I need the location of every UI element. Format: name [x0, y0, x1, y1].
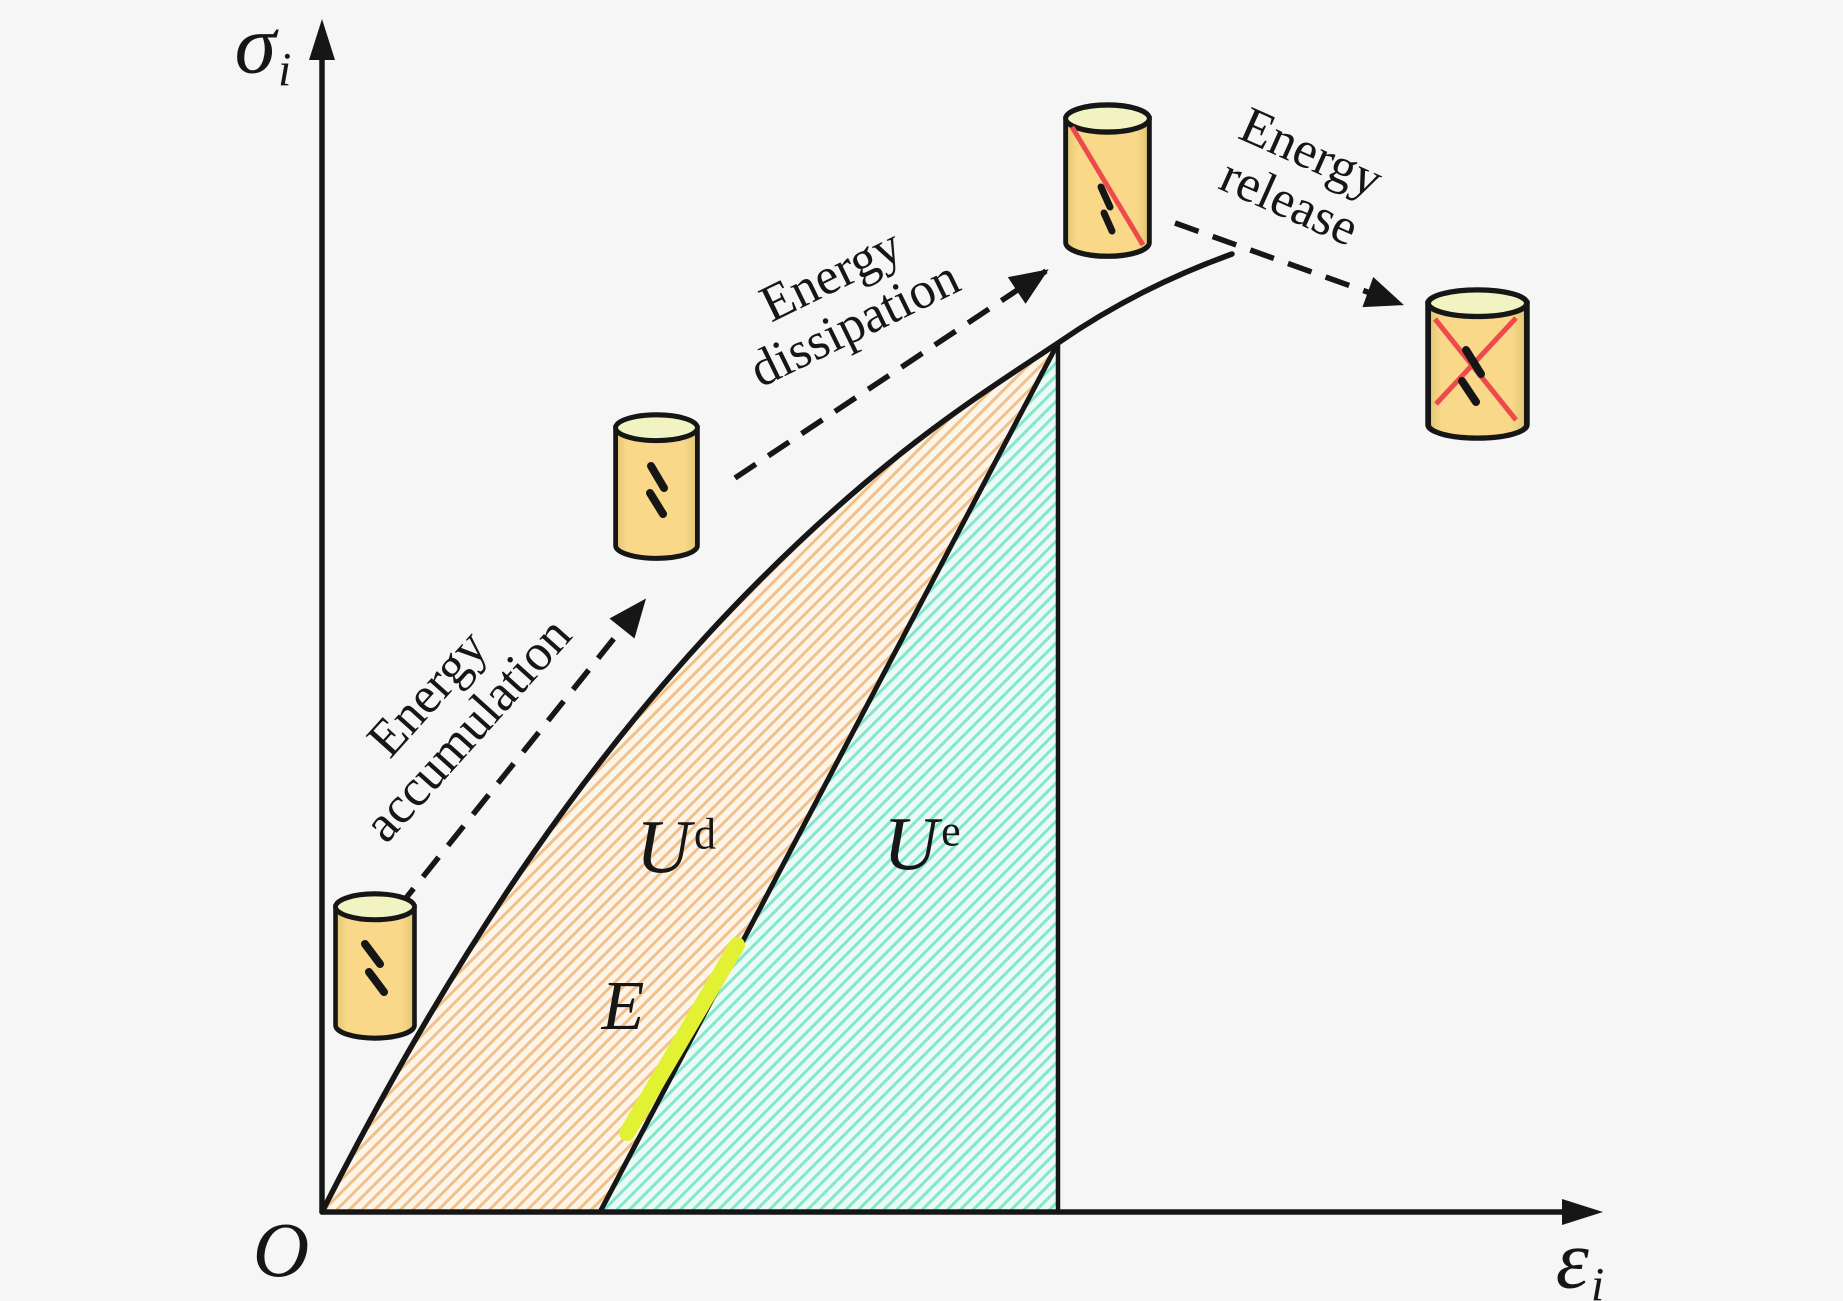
- specimen-top-face: [1425, 287, 1530, 320]
- modulus-label: E: [601, 968, 645, 1045]
- energy-accumulation-arrow: [395, 598, 647, 910]
- specimen-3-crack: [1097, 183, 1116, 235]
- specimen-3-failure-line: [1069, 125, 1146, 247]
- origin-label: O: [252, 1206, 310, 1293]
- dissipated-energy-region: [322, 343, 1058, 1212]
- specimen-2-crack: [646, 462, 668, 518]
- x-axis-label: εi: [1555, 1213, 1605, 1301]
- specimen-top-face: [1063, 102, 1152, 135]
- rock-specimen-2: [613, 412, 700, 561]
- specimen-4-crack: [1458, 346, 1485, 406]
- rock-specimen-1: [333, 891, 417, 1041]
- modulus-highlight: [619, 937, 745, 1141]
- specimen-top-face: [613, 412, 700, 444]
- dissipated-energy-label: Ud: [636, 805, 716, 890]
- energy-dissipation-arrow: [733, 268, 1049, 481]
- elastic-energy-label: Ue: [883, 802, 961, 887]
- unloading-modulus-line: [597, 341, 1061, 1214]
- stress-strain-curve: [319, 251, 1235, 1215]
- y-axis-label: σi: [234, 0, 292, 97]
- x-axis-arrowhead: [1562, 1199, 1603, 1225]
- specimen-1-crack: [361, 940, 388, 996]
- energy-release-arrow: [1174, 220, 1405, 308]
- specimen-top-face: [333, 891, 417, 923]
- y-axis-arrowhead: [309, 19, 335, 60]
